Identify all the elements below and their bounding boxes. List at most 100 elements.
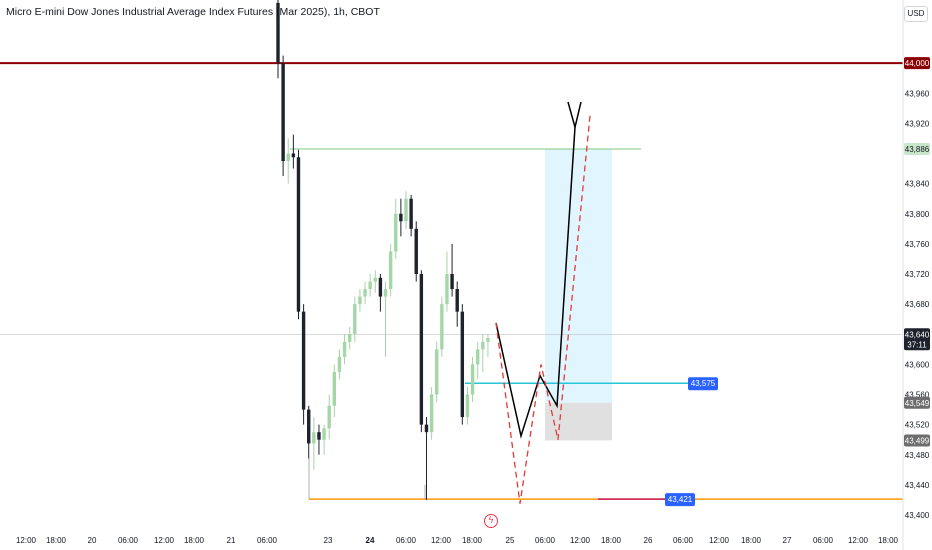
x-tick-label: 06:00 bbox=[396, 536, 417, 545]
entry-price-label-bg bbox=[688, 377, 718, 391]
x-tick-label: 12:00 bbox=[570, 536, 591, 545]
price-label-current: 43,640 bbox=[905, 330, 930, 339]
candle-body bbox=[383, 289, 388, 297]
candle-body bbox=[327, 405, 331, 429]
arrowhead-icon bbox=[567, 101, 582, 131]
price-label-resistance: 44,000 bbox=[905, 59, 930, 68]
x-tick-label: 18:00 bbox=[878, 536, 899, 545]
y-tick-label: 43,480 bbox=[905, 451, 930, 460]
axes-layer: 43,400 43,440 43,480 43,520 43,560 43,600 43,6… bbox=[16, 0, 930, 550]
y-tick-label: 43,720 bbox=[905, 270, 930, 279]
x-tick-label: 18:00 bbox=[184, 536, 205, 545]
y-tick-label: 43,800 bbox=[905, 210, 930, 219]
x-tick-label: 18:00 bbox=[462, 536, 483, 545]
candle-body bbox=[465, 394, 470, 418]
x-tick-label: 12:00 bbox=[154, 536, 175, 545]
x-tick-label: 06:00 bbox=[673, 536, 694, 545]
candle-body bbox=[358, 296, 362, 305]
x-tick-label: 20 bbox=[88, 536, 97, 545]
candle-body bbox=[445, 274, 449, 305]
target-zone bbox=[545, 148, 612, 403]
candle-body bbox=[347, 334, 352, 342]
candle-body bbox=[286, 153, 290, 162]
candle-body bbox=[322, 428, 326, 440]
x-tick-label: 23 bbox=[324, 536, 333, 545]
x-tick-label: 06:00 bbox=[118, 536, 139, 545]
y-tick-label: 43,920 bbox=[905, 119, 930, 128]
event-bolt-icon[interactable]: ϟ bbox=[484, 514, 498, 528]
x-tick-label: 18:00 bbox=[46, 536, 67, 545]
x-tick-label: 12:00 bbox=[709, 536, 730, 545]
price-label-current-bg bbox=[904, 328, 930, 351]
candle-body bbox=[450, 274, 454, 290]
entry-price-label: 43,575 bbox=[691, 379, 716, 388]
price-label-stop-bottom: 43,499 bbox=[905, 436, 930, 445]
candle-body bbox=[470, 364, 475, 395]
candle-body bbox=[460, 311, 465, 418]
projection-path-solid bbox=[495, 127, 576, 439]
candle-body bbox=[307, 409, 311, 444]
candle-body bbox=[414, 228, 418, 274]
candle-body bbox=[429, 394, 434, 433]
candle-body bbox=[332, 371, 337, 406]
x-tick-label: 12:00 bbox=[848, 536, 869, 545]
y-tick-label: 43,400 bbox=[905, 511, 930, 520]
x-tick-label: 27 bbox=[783, 536, 792, 545]
candle-body bbox=[435, 349, 439, 395]
price-label-stop-bottom-bg bbox=[904, 434, 930, 447]
x-tick-label: 26 bbox=[644, 536, 653, 545]
candle-body bbox=[409, 198, 413, 229]
price-label-stop-top: 43,549 bbox=[905, 399, 930, 408]
x-tick-label: 24 bbox=[366, 536, 375, 545]
y-tick-label: 43,600 bbox=[905, 360, 930, 369]
candle-body bbox=[481, 341, 485, 350]
candle-body bbox=[424, 424, 429, 433]
candle-body bbox=[368, 281, 372, 290]
x-tick-label: 06:00 bbox=[535, 536, 556, 545]
candle-body bbox=[312, 432, 316, 444]
candle-body bbox=[378, 277, 383, 297]
y-tick-label: 43,760 bbox=[905, 240, 930, 249]
projection-path-dashed bbox=[495, 115, 591, 504]
candle-body bbox=[317, 432, 321, 440]
support-price-label-bg bbox=[665, 493, 695, 507]
price-label-target-bg bbox=[904, 142, 930, 155]
x-tick-label: 25 bbox=[506, 536, 515, 545]
candle-body bbox=[394, 213, 398, 252]
x-tick-label: 06:00 bbox=[257, 536, 278, 545]
y-tick-label: 43,560 bbox=[905, 391, 930, 400]
candle-body bbox=[363, 289, 367, 297]
candle-body bbox=[373, 277, 377, 282]
y-tick-label: 43,440 bbox=[905, 481, 930, 490]
candle-body bbox=[291, 153, 296, 158]
y-tick-label: 43,960 bbox=[905, 89, 930, 98]
candle-body bbox=[419, 274, 424, 425]
x-tick-label: 06:00 bbox=[813, 536, 834, 545]
candle-body bbox=[337, 356, 342, 372]
y-tick-label: 43,840 bbox=[905, 180, 930, 189]
candle-body bbox=[455, 289, 459, 312]
candle-body bbox=[486, 338, 490, 342]
support-price-label: 43,421 bbox=[668, 495, 693, 504]
stop-zone bbox=[545, 402, 612, 441]
candle-body bbox=[475, 349, 480, 365]
price-label-target: 43,886 bbox=[905, 145, 930, 154]
projection-layer bbox=[495, 101, 591, 504]
candle-body bbox=[440, 304, 444, 350]
chart-title: Micro E-mini Dow Jones Industrial Averag… bbox=[6, 6, 380, 18]
x-tick-label: 18:00 bbox=[741, 536, 762, 545]
candle-body bbox=[301, 311, 306, 410]
candle-body bbox=[404, 198, 408, 222]
x-tick-label: 12:00 bbox=[431, 536, 452, 545]
candles-layer bbox=[276, 0, 490, 500]
candle-body bbox=[342, 341, 347, 357]
x-tick-label: 12:00 bbox=[16, 536, 37, 545]
currency-button[interactable]: USD bbox=[904, 6, 928, 22]
levels-layer bbox=[0, 62, 903, 500]
candle-body bbox=[276, 2, 280, 64]
candle-body bbox=[388, 251, 393, 290]
candle-body bbox=[281, 63, 285, 162]
